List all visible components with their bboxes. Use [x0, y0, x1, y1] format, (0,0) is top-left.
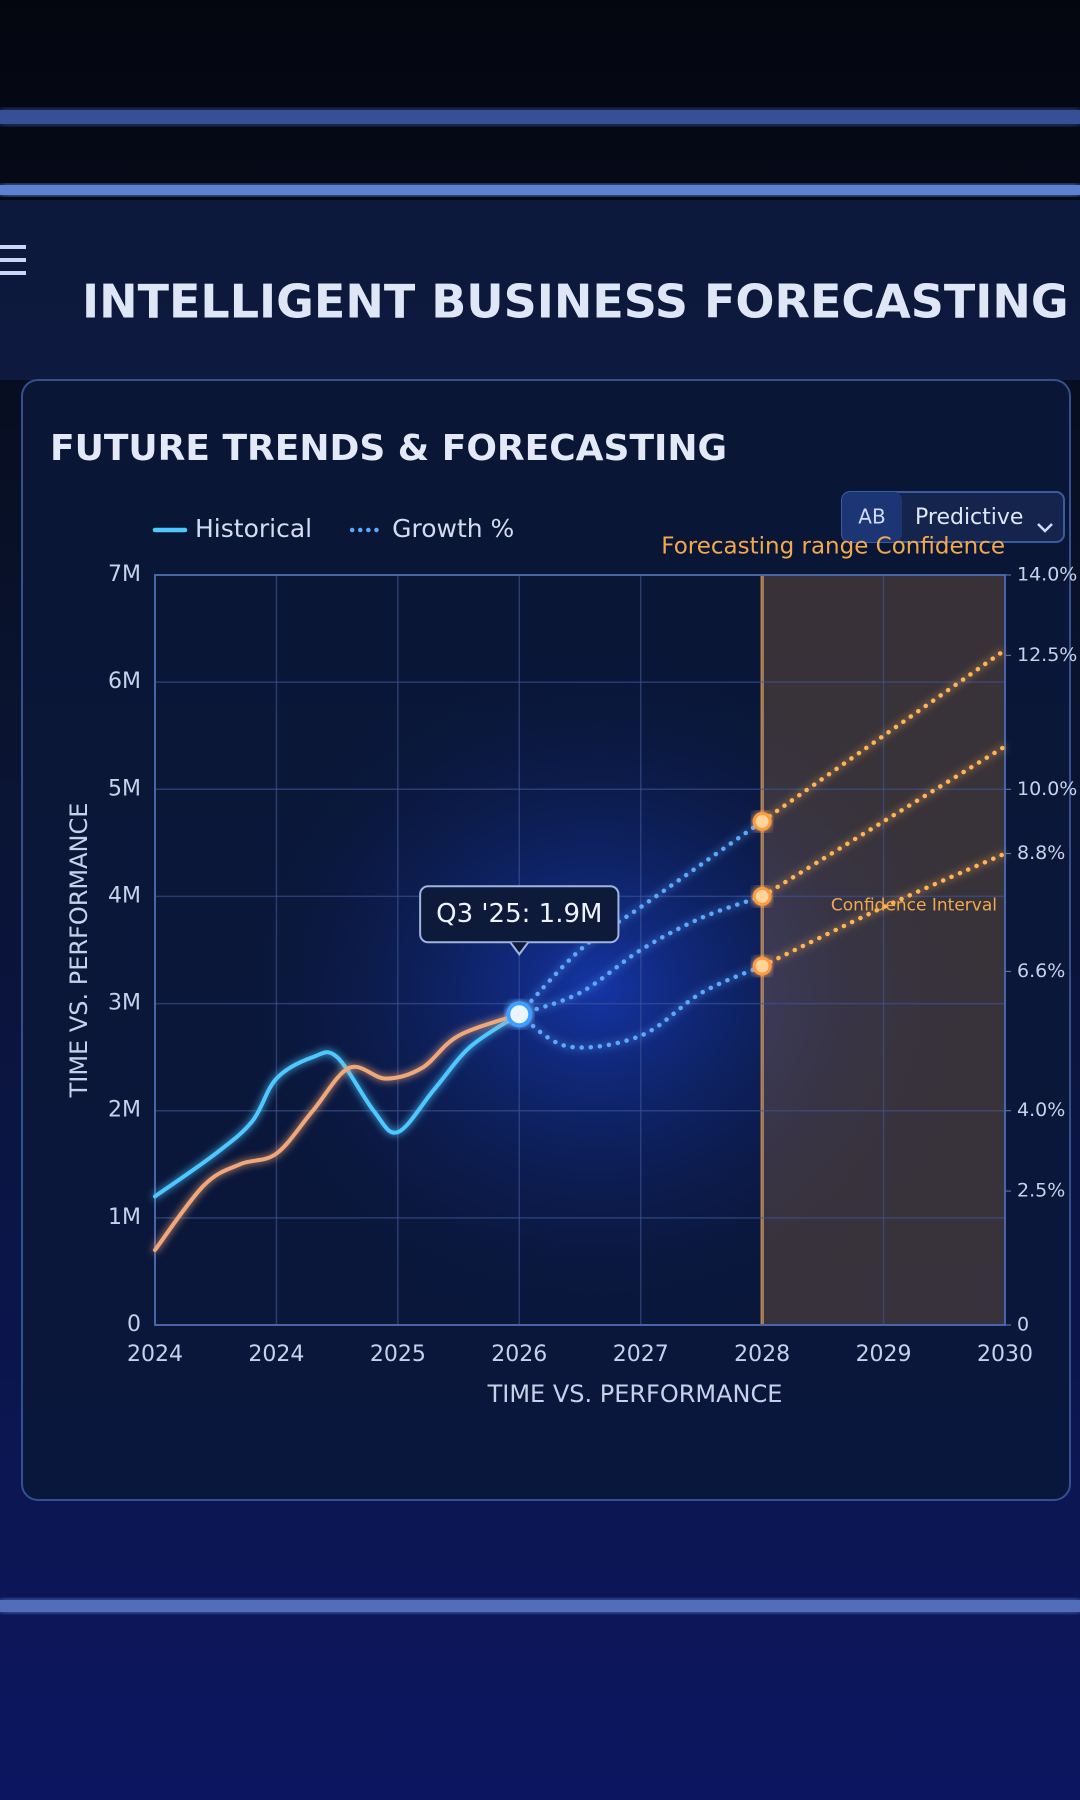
series-line — [759, 851, 1008, 969]
series-line — [759, 647, 1008, 824]
y2-tick-label: 0 — [1017, 1314, 1029, 1336]
legend-label: Historical — [195, 514, 312, 543]
forecast-point — [752, 886, 772, 906]
light-bar — [0, 110, 1080, 124]
y2-tick-label: 6.6% — [1017, 960, 1065, 982]
x-tick-label: 2025 — [370, 1342, 426, 1367]
header-bar — [0, 200, 1080, 380]
x-tick-label: 2024 — [248, 1342, 304, 1367]
forecast-point — [752, 811, 772, 831]
x-tick-label: 2029 — [856, 1342, 912, 1367]
y2-tick-label: 10.0% — [1017, 778, 1077, 800]
series-line — [517, 819, 765, 1017]
y-tick-label: 0 — [127, 1312, 141, 1337]
series-line — [153, 1012, 522, 1252]
tooltip-text: Q3 '25: 1.9M — [436, 899, 602, 929]
chart-title: FUTURE TRENDS & FORECASTING — [50, 428, 727, 469]
light-bar — [0, 1600, 1080, 1612]
menu-icon[interactable] — [0, 245, 26, 275]
mode-dropdown[interactable]: AB Predictive — [841, 491, 1065, 543]
y2-tick-label: 2.5% — [1017, 1180, 1065, 1202]
y-axis-label: TIME VS. PERFORMANCE — [65, 803, 93, 1099]
range-label: Forecasting range Confidence — [661, 534, 1005, 560]
y-tick-label: 4M — [108, 883, 141, 908]
series-line — [153, 1012, 522, 1199]
legend-label: Growth % — [392, 514, 514, 543]
interval-label: Confidence Interval — [831, 896, 997, 916]
y-tick-label: 5M — [108, 776, 141, 801]
plot-frame — [154, 574, 1006, 1326]
current-point — [506, 1001, 533, 1028]
tooltip-pointer — [509, 941, 530, 956]
y2-tick-label: 12.5% — [1017, 644, 1077, 666]
y-tick-label: 7M — [108, 562, 141, 587]
x-tick-label: 2027 — [613, 1342, 669, 1367]
y2-tick-label: 14.0% — [1017, 564, 1077, 586]
y-tick-label: 1M — [108, 1205, 141, 1230]
x-tick-label: 2024 — [127, 1342, 183, 1367]
y2-tick-label: 4.0% — [1017, 1099, 1065, 1121]
y-tick-label: 6M — [108, 669, 141, 694]
x-tick-label: 2030 — [977, 1342, 1033, 1367]
dropdown-label: Predictive — [915, 505, 1023, 530]
dropdown-badge: AB — [858, 505, 885, 529]
series-line — [517, 894, 765, 1017]
x-axis-label: TIME VS. PERFORMANCE — [487, 1380, 783, 1408]
plot-glow — [150, 560, 1010, 1340]
x-tick-label: 2026 — [491, 1342, 547, 1367]
y-tick-label: 2M — [108, 1098, 141, 1123]
y-tick-label: 3M — [108, 991, 141, 1016]
light-bar — [0, 185, 1080, 195]
page-title: INTELLIGENT BUSINESS FORECASTING — [82, 275, 1069, 329]
x-tick-label: 2028 — [734, 1342, 790, 1367]
forecast-point — [752, 956, 772, 976]
y2-tick-label: 8.8% — [1017, 842, 1065, 864]
series-line — [517, 963, 765, 1050]
